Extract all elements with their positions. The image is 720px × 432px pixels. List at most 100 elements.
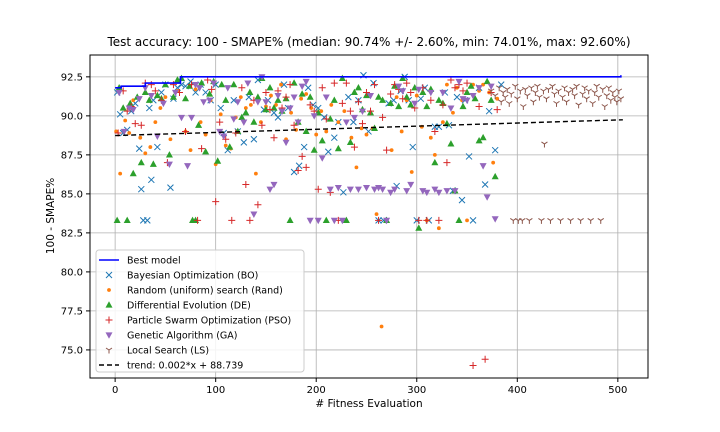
data-point (553, 100, 560, 107)
data-point (350, 143, 358, 151)
data-point (314, 185, 322, 193)
data-point (314, 132, 319, 137)
data-point (350, 114, 358, 122)
data-point (270, 181, 278, 189)
data-point (475, 85, 483, 92)
data-point (359, 126, 364, 131)
data-point (383, 217, 391, 225)
data-point (334, 144, 342, 152)
data-point (345, 93, 352, 101)
data-point (286, 81, 294, 89)
data-point (159, 100, 167, 108)
data-point (469, 217, 477, 224)
data-point (595, 94, 603, 101)
data-point (403, 93, 411, 100)
x-tick-label: 500 (608, 385, 627, 396)
data-point (322, 115, 330, 123)
data-point (615, 88, 623, 95)
data-point (587, 217, 594, 224)
data-point (435, 216, 443, 224)
data-point (141, 88, 149, 96)
data-point (290, 94, 298, 101)
data-point (354, 98, 362, 106)
data-point (218, 80, 226, 88)
data-point (509, 217, 517, 224)
data-point (463, 88, 471, 96)
data-point (278, 108, 286, 115)
data-point (274, 96, 282, 103)
data-point (194, 216, 202, 224)
data-point (342, 79, 350, 87)
data-point (611, 94, 619, 101)
data-point (451, 84, 459, 92)
data-point (354, 165, 359, 170)
data-point (354, 83, 362, 91)
data-point (163, 95, 168, 100)
legend-label: Bayesian Optimization (BO) (127, 271, 258, 282)
y-tick-label: 85.0 (61, 189, 83, 200)
data-point (269, 93, 273, 98)
x-tick-label: 200 (307, 385, 326, 396)
data-point (387, 90, 395, 98)
data-point (609, 90, 617, 96)
data-point (306, 93, 314, 100)
data-point (274, 92, 282, 100)
data-point (304, 84, 312, 92)
data-point (258, 121, 266, 129)
data-point (188, 114, 196, 122)
data-point (375, 93, 383, 100)
data-point (346, 107, 354, 115)
data-point (469, 92, 477, 100)
data-point (491, 93, 499, 100)
plot-area (113, 71, 625, 370)
series-2 (113, 74, 499, 231)
data-point (270, 104, 278, 111)
data-point (116, 110, 124, 118)
data-point (577, 217, 584, 224)
data-point (447, 105, 455, 112)
data-point (322, 94, 330, 101)
data-point (137, 121, 145, 129)
data-point (414, 93, 419, 98)
data-point (123, 118, 128, 123)
data-point (547, 217, 554, 224)
y-tick-label: 87.5 (61, 150, 83, 161)
data-point (395, 102, 403, 110)
data-point (230, 80, 238, 88)
data-point (254, 99, 262, 106)
data-point (532, 90, 539, 96)
data-point (246, 88, 254, 96)
x-tick-label: 100 (206, 385, 225, 396)
data-point (589, 100, 596, 107)
data-point (481, 181, 489, 188)
data-point (143, 151, 148, 156)
data-point (302, 78, 310, 86)
data-point (475, 102, 483, 110)
data-point (290, 168, 298, 176)
data-point (299, 96, 304, 101)
data-point (407, 181, 415, 189)
data-point (601, 104, 609, 110)
data-point (158, 106, 163, 110)
data-point (362, 185, 370, 192)
data-point (534, 83, 541, 90)
data-point (561, 85, 568, 92)
legend-label: Particle Swarm Optimization (PSO) (127, 316, 291, 327)
data-point (399, 74, 407, 82)
data-point (479, 163, 487, 170)
data-point (495, 96, 500, 101)
data-point (428, 135, 433, 140)
data-point (427, 96, 435, 104)
data-point (571, 93, 578, 100)
data-point (290, 79, 298, 86)
data-point (524, 93, 531, 100)
data-point (505, 100, 513, 107)
data-point (161, 80, 169, 88)
data-point (379, 113, 387, 121)
data-point (407, 101, 415, 108)
y-tick-label: 80.0 (61, 267, 83, 278)
data-point (603, 93, 611, 100)
data-point (188, 148, 193, 153)
data-point (475, 137, 483, 144)
data-point (364, 132, 369, 137)
